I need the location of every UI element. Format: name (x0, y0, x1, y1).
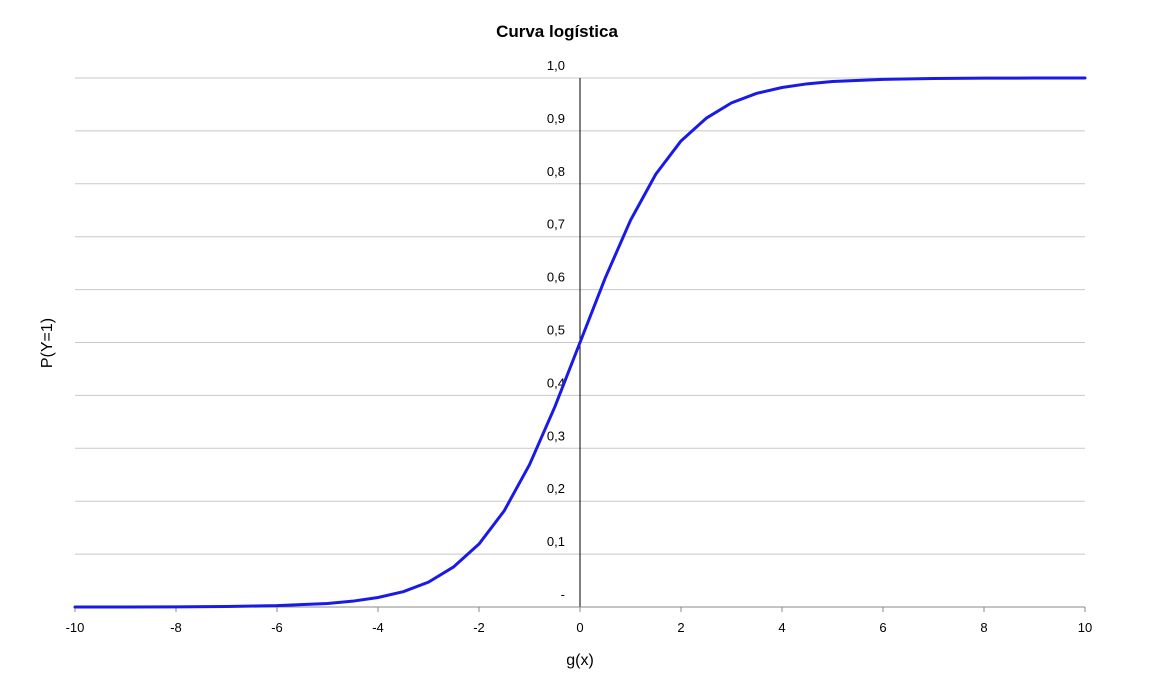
y-tick-label: 1,0 (547, 58, 565, 73)
y-tick-label: 0,8 (547, 164, 565, 179)
x-tick-label: -2 (473, 620, 485, 635)
y-tick-label: - (561, 587, 565, 602)
x-tick-label: 6 (879, 620, 886, 635)
y-tick-label: 0,5 (547, 323, 565, 338)
y-axis-label: P(Y=1) (39, 318, 56, 368)
x-tick-label: 2 (677, 620, 684, 635)
y-tick-label: 0,7 (547, 217, 565, 232)
x-tick-label: -8 (170, 620, 182, 635)
y-tick-label: 0,6 (547, 270, 565, 285)
y-tick-label: 0,3 (547, 428, 565, 443)
series-line-0 (73, 76, 1087, 609)
x-tick-label: -6 (271, 620, 283, 635)
y-ticks: - 0,1 0,2 0,3 0,4 0,5 0,6 0,7 0,8 0,9 1,0 (547, 58, 565, 602)
x-axis-label: g(x) (566, 652, 594, 669)
chart-title: Curva logística (496, 22, 618, 41)
x-ticks: -10 -8 -6 -4 -2 0 2 4 6 8 10 (66, 607, 1092, 635)
x-tick-label: 4 (778, 620, 785, 635)
x-tick-label: 10 (1078, 620, 1092, 635)
y-tick-label: 0,1 (547, 534, 565, 549)
y-tick-label: 0,2 (547, 481, 565, 496)
x-tick-label: -4 (372, 620, 384, 635)
x-tick-label: -10 (66, 620, 85, 635)
x-tick-label: 0 (576, 620, 583, 635)
y-tick-label: 0,9 (547, 111, 565, 126)
series-layer (73, 76, 1087, 609)
x-tick-label: 8 (980, 620, 987, 635)
y-tick-label: 0,4 (547, 375, 565, 390)
